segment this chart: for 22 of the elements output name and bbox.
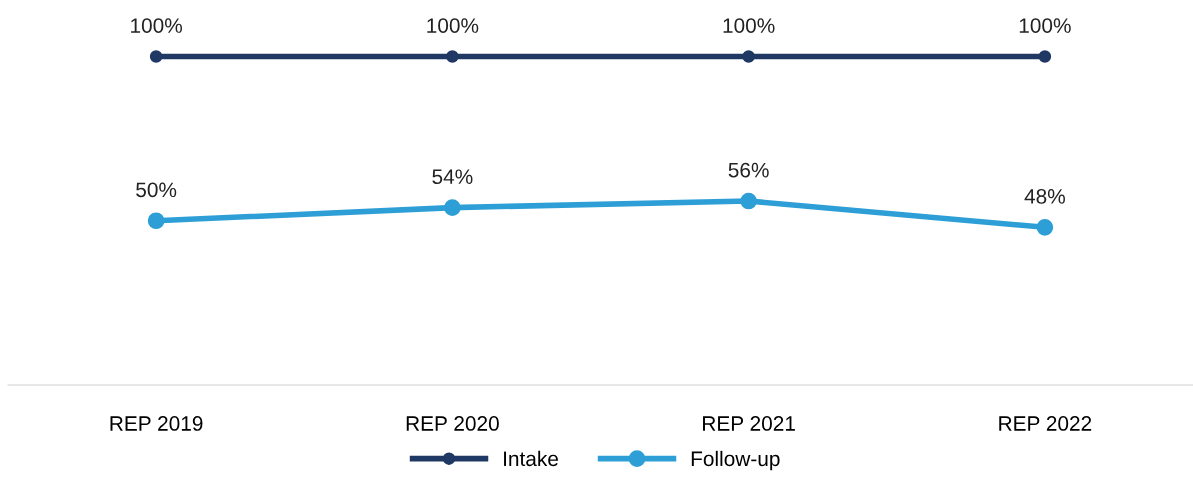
data-label: 100% (427, 18, 479, 33)
x-tick-label: REP 2020 (406, 416, 499, 431)
data-label: 50% (136, 182, 177, 198)
data-label: 100% (723, 18, 775, 33)
point (149, 50, 163, 63)
point (742, 50, 755, 63)
data-label: 56% (728, 162, 769, 178)
point (147, 212, 165, 230)
legend-label: Intake (504, 450, 558, 467)
point (446, 50, 459, 63)
point (1038, 50, 1052, 63)
x-tick-label: REP 2021 (703, 416, 795, 431)
legend-label: Follow-up (691, 450, 780, 471)
x-tick-label: REP 2022 (999, 416, 1092, 431)
data-label: 48% (1024, 189, 1065, 204)
data-label: 54% (432, 169, 473, 185)
point (444, 199, 461, 216)
data-label: 100% (131, 18, 183, 33)
data-label: 100% (1019, 18, 1071, 33)
point (1036, 218, 1054, 236)
x-tick-label: REP 2019 (110, 416, 203, 431)
point (740, 192, 757, 210)
